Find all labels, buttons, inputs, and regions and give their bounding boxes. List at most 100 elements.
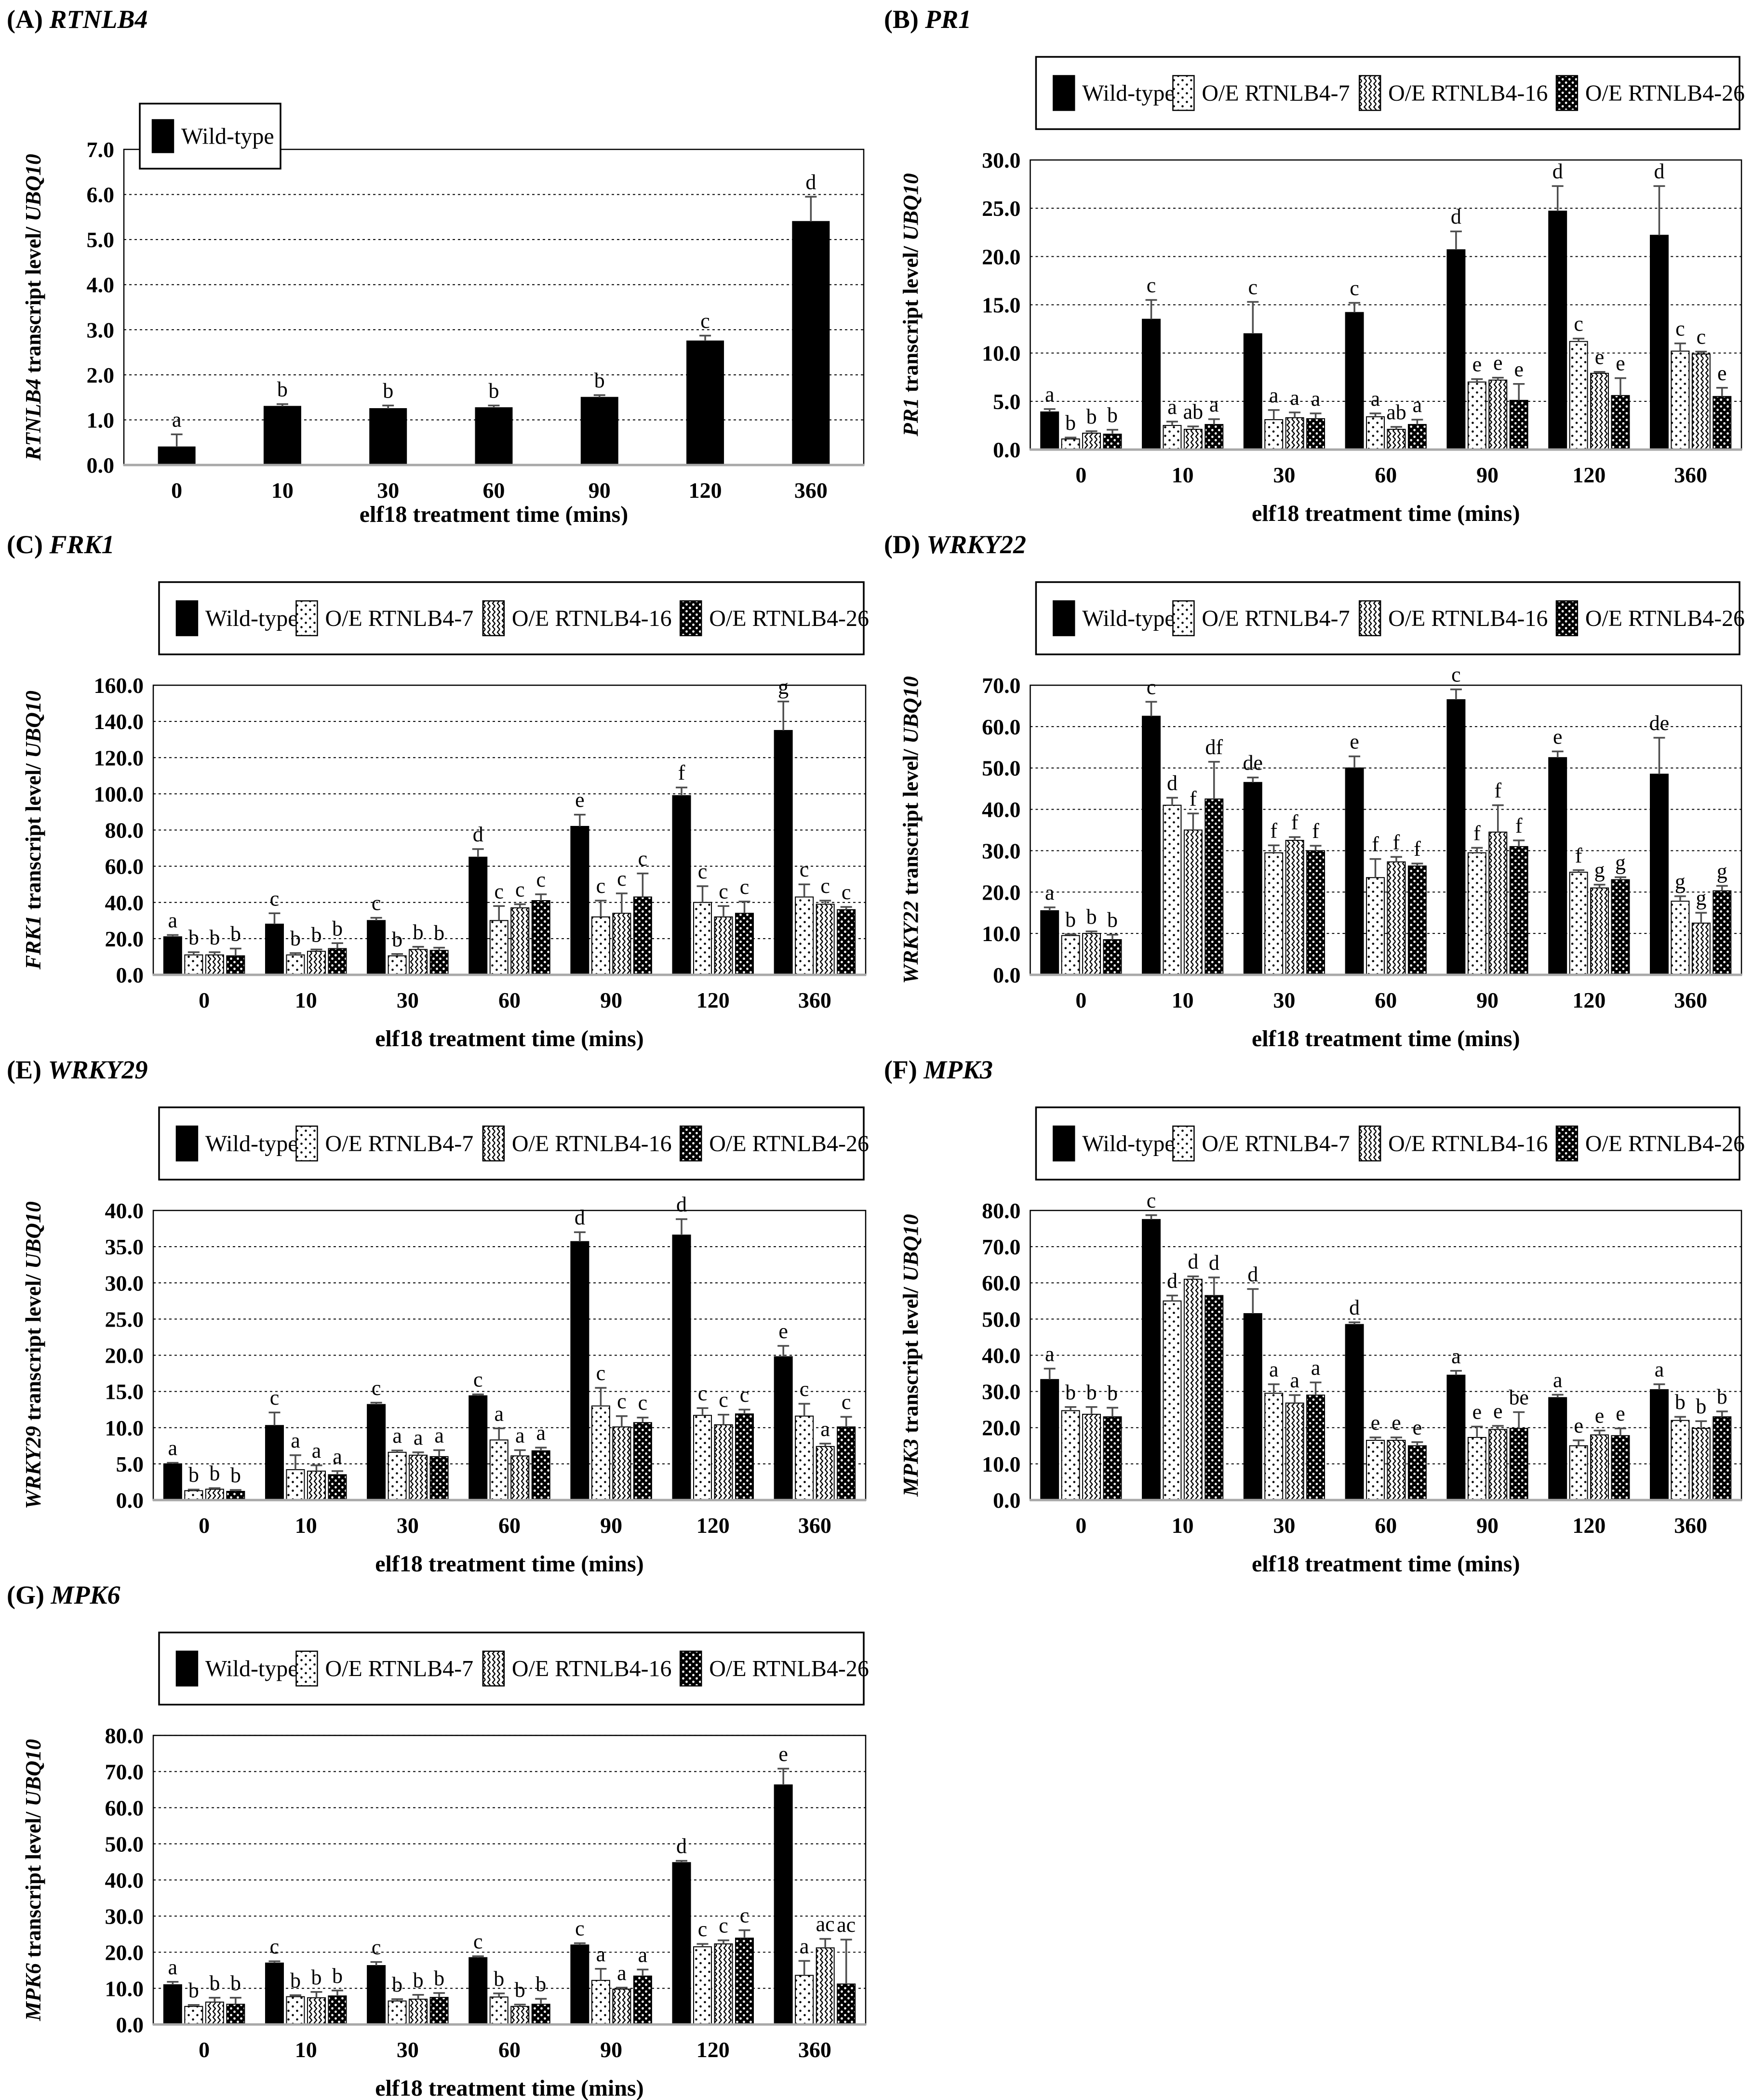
bar-o-e-rtnlb4-7-0 [1061,935,1080,976]
error-bar-wild-type-10 [1145,1214,1157,1220]
bar-o-e-rtnlb4-26-60 [531,1450,550,1501]
y-tick-label: 0.0 [993,1488,1020,1513]
bar-wild-type-10 [263,406,301,465]
error-bar-o-e-rtnlb4-16-0 [209,951,221,955]
sig-letter-o-e-rtnlb4-16-90: a [617,1961,627,1985]
error-bar-wild-type-60 [1349,755,1361,768]
sig-letter-o-e-rtnlb4-16-360: a [820,1417,830,1441]
plot-area-border [1030,684,1742,976]
bar-o-e-rtnlb4-26-120 [1611,879,1630,975]
legend-swatch-o-e-rtnlb4-16 [1359,75,1381,111]
error-bar-o-e-rtnlb4-26-30 [1310,845,1322,851]
y-tick-label: 40.0 [105,891,144,915]
legend-swatch-o-e-rtnlb4-16 [482,1650,505,1687]
bar-o-e-rtnlb4-26-120 [735,1413,754,1501]
legend-swatch-o-e-rtnlb4-16 [1359,1125,1381,1162]
legend-box [1035,1106,1740,1181]
error-bar-wild-type-10 [268,1960,281,1963]
error-bar-wild-type-30 [1247,776,1259,783]
error-bar-wild-type-30 [1247,301,1259,334]
legend-item-wild-type: Wild-type [1053,1125,1175,1162]
bar-o-e-rtnlb4-7-60 [1366,416,1385,450]
bar-o-e-rtnlb4-26-120 [735,913,754,975]
sig-letter-o-e-rtnlb4-26-60: a [1413,393,1422,417]
error-bar-wild-type-30 [370,1402,382,1405]
sig-letter-o-e-rtnlb4-26-10: a [1209,393,1218,416]
panel-E-cell: (E) WRKY29 0.0 5.0 10.0 15.0 20.0 25.0 30.0 35.0… [0,1050,877,1576]
bar-wild-type-30 [367,1404,386,1501]
sig-letter-o-e-rtnlb4-26-120: g [1615,851,1626,874]
x-tick-label: 60 [1375,1513,1397,1538]
error-bar-o-e-rtnlb4-16-120 [1593,884,1606,888]
bar-wild-type-0 [1040,411,1059,450]
x-axis-title: elf18 treatment time (mins) [1252,1551,1520,1576]
bar-o-e-rtnlb4-7-10 [286,1469,305,1501]
bar-o-e-rtnlb4-16-0 [1082,1413,1101,1501]
legend-label-o-e-rtnlb4-7: O/E RTNLB4-7 [325,1131,473,1156]
sig-letter-o-e-rtnlb4-16-120: c [719,1388,728,1412]
sig-letter-o-e-rtnlb4-26-120: c [740,875,749,899]
legend-label-o-e-rtnlb4-16: O/E RTNLB4-16 [512,1656,672,1682]
error-bar-wild-type-90 [574,1942,586,1945]
x-tick-label: 0 [1075,463,1086,487]
error-bar-o-e-rtnlb4-7-30 [391,1998,403,2001]
bar-o-e-rtnlb4-16-90 [612,1426,631,1501]
legend-label-o-e-rtnlb4-26: O/E RTNLB4-26 [1585,1131,1745,1156]
error-bar-o-e-rtnlb4-26-30 [1310,1382,1322,1396]
error-bar-o-e-rtnlb4-7-10 [1166,1294,1178,1301]
bar-wild-type-120 [672,1862,691,2025]
error-bar-o-e-rtnlb4-16-10 [310,1464,322,1471]
legend: Wild-type O/E RTNLB4-7 O/E RTNLB4-16 O/E RT… [158,1632,869,1706]
x-tick-label: 10 [1172,1513,1194,1538]
error-bar-wild-type-90 [1450,1370,1462,1375]
bar-wild-type-30 [367,920,386,975]
bar-o-e-rtnlb4-7-120 [693,902,712,975]
error-bar-o-e-rtnlb4-26-10 [331,1470,343,1475]
bar-o-e-rtnlb4-26-0 [226,1490,245,1501]
bar-o-e-rtnlb4-7-0 [184,2006,203,2025]
error-bar-wild-type-10 [276,403,288,407]
legend-label-wild-type: Wild-type [205,606,298,631]
error-bar-wild-type-120 [676,1860,688,1863]
error-bar-o-e-rtnlb4-26-120 [1615,876,1626,880]
error-bar-o-e-rtnlb4-26-360 [1716,885,1728,891]
sig-letter-o-e-rtnlb4-7-90: c [596,1361,606,1385]
error-bar-wild-type-10 [268,912,281,924]
sig-letter-o-e-rtnlb4-16-60: b [515,1978,525,2002]
error-bar-o-e-rtnlb4-7-120 [1573,869,1585,873]
bar-o-e-rtnlb4-26-10 [1204,798,1224,975]
legend-item-o-e-rtnlb4-26: O/E RTNLB4-26 [680,1125,869,1162]
error-bar-o-e-rtnlb4-16-0 [209,1997,221,2002]
error-bar-wild-type-360 [777,1345,790,1357]
bar-o-e-rtnlb4-26-30 [429,1456,449,1501]
sig-letter-wild-type-90: e [575,788,585,812]
x-axis-title: elf18 treatment time (mins) [375,2075,643,2100]
error-bar-o-e-rtnlb4-7-360 [798,1403,810,1416]
x-tick-label: 120 [696,1513,730,1538]
legend-item-o-e-rtnlb4-16: O/E RTNLB4-16 [1359,75,1548,111]
y-tick-label: 30.0 [982,148,1020,173]
legend-swatch-o-e-rtnlb4-7 [1172,75,1195,111]
bar-o-e-rtnlb4-7-360 [1671,901,1690,975]
error-bar-o-e-rtnlb4-26-90 [637,1416,649,1423]
x-tick-label: 60 [483,478,505,503]
legend-item-wild-type: Wild-type [1053,75,1175,111]
sig-letter-o-e-rtnlb4-16-0: b [209,926,220,949]
error-bar-o-e-rtnlb4-26-30 [1310,412,1322,419]
sig-letter-wild-type-60: d [1349,1296,1360,1319]
bar-o-e-rtnlb4-16-10 [1183,1278,1203,1501]
sig-letter-o-e-rtnlb4-7-120: c [698,860,708,883]
bar-o-e-rtnlb4-16-10 [307,1997,326,2025]
sig-letter-wild-type-90: d [1451,205,1461,228]
sig-letter-o-e-rtnlb4-7-90: f [1473,821,1481,845]
legend: Wild-type O/E RTNLB4-7 O/E RTNLB4-16 O/E RT… [1035,1106,1745,1181]
y-tick-label: 2.0 [87,363,115,387]
bar-o-e-rtnlb4-16-360 [816,1947,835,2025]
error-bar-o-e-rtnlb4-7-10 [1166,797,1178,805]
x-tick-label: 90 [1476,463,1499,487]
legend-swatch-wild-type [1053,75,1075,111]
error-bar-o-e-rtnlb4-26-0 [229,1489,241,1491]
bar-wild-type-60 [468,856,488,975]
bar-o-e-rtnlb4-26-30 [1306,1395,1325,1501]
sig-letter-wild-type-120: d [676,1193,687,1216]
